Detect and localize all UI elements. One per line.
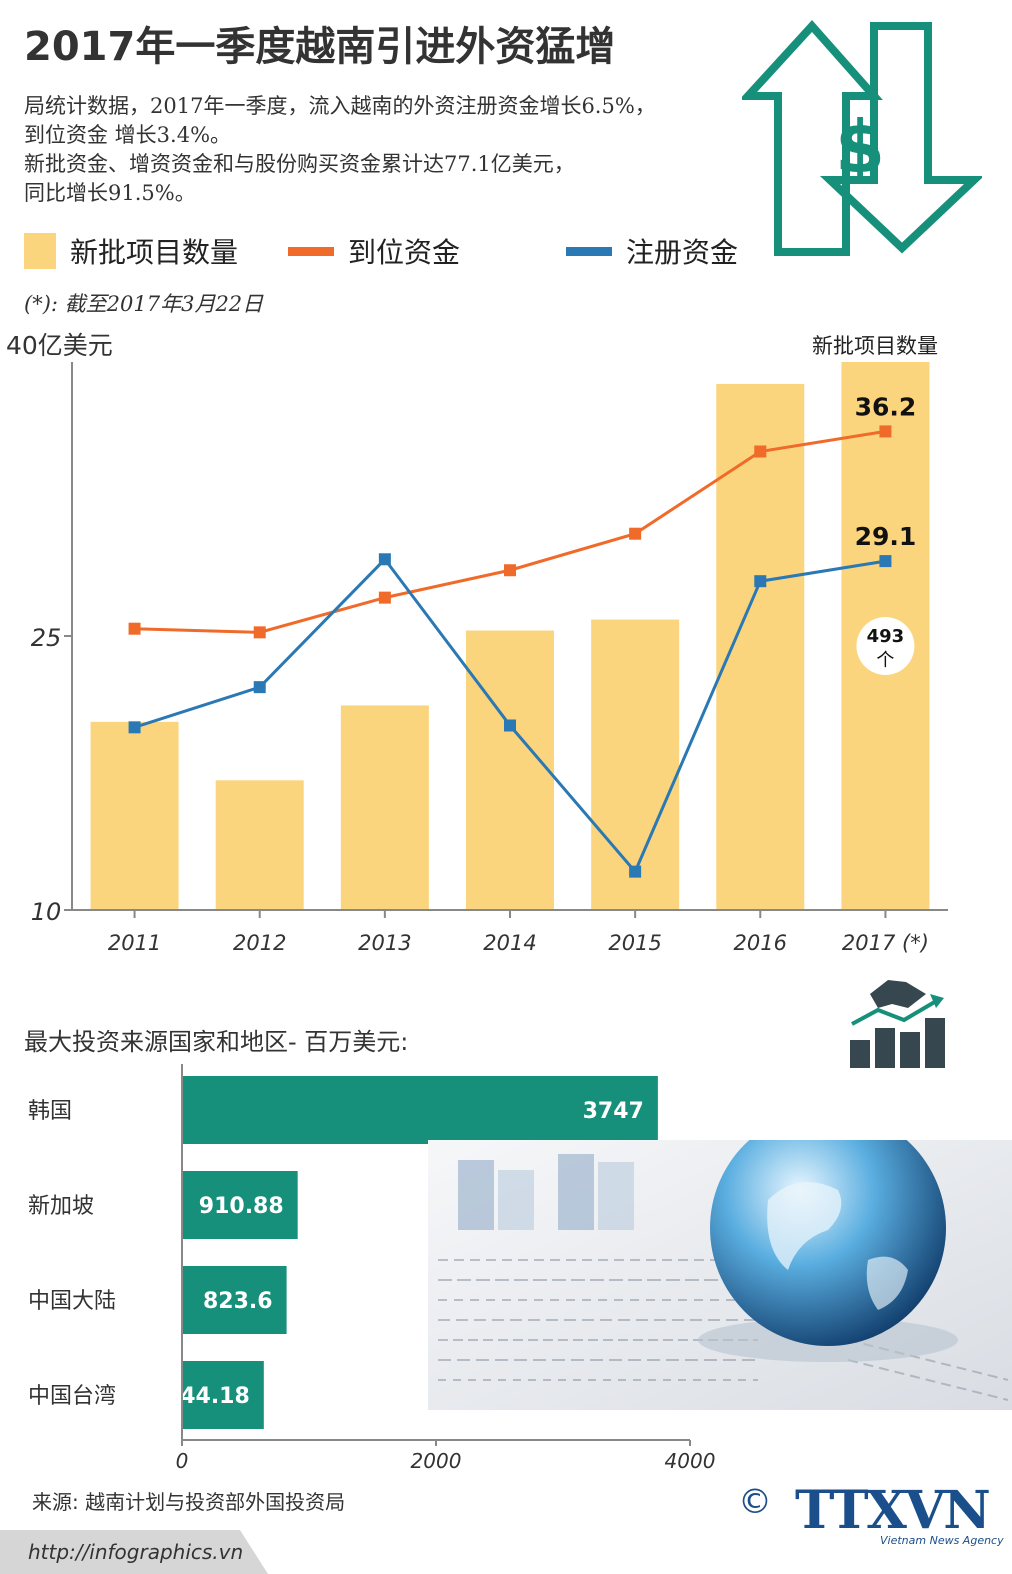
url-banner: [0, 1530, 268, 1574]
hbar: [182, 1171, 298, 1239]
horizontal-bar-chart: 3747 韩国 910.88 新加坡 823.6 中国大陆 644.18 中国台湾 0 2000 4…: [28, 1064, 716, 1473]
data-point-disbursed: [128, 622, 141, 635]
legend-swatch-line: [566, 246, 612, 256]
bar-new-projects: [340, 705, 429, 910]
data-point-disbursed: [879, 425, 892, 438]
hbar-value-label: 910.88: [199, 1194, 284, 1219]
page-title: 2017年一季度越南引进外资猛增: [24, 24, 616, 70]
hbar-value-label: 3747: [583, 1099, 644, 1124]
data-point-registered: [253, 681, 266, 694]
combo-chart: 10 25 2011 2012 2013 2014 2015 2016 2017 (*) 36.2…: [31, 362, 948, 955]
legend-item-registered: 注册资金: [566, 232, 738, 270]
data-label: 29.1: [855, 522, 917, 551]
data-point-registered: [879, 555, 892, 568]
section-title-investors: 最大投资来源国家和地区- 百万美元:: [24, 1028, 409, 1056]
badge-unit: 个: [876, 650, 894, 671]
hbar-x-tick-label: 0: [176, 1449, 189, 1473]
site-url-link[interactable]: http://infographics.vn: [28, 1540, 244, 1564]
y-tick-label: 10: [31, 898, 62, 926]
legend-label: 新批项目数量: [70, 236, 239, 269]
bar-new-projects: [215, 780, 304, 910]
footnote: (*): 截至2017年3月22日: [24, 292, 264, 316]
data-point-registered: [128, 721, 141, 734]
hbar-x-tick-label: 4000: [665, 1449, 716, 1473]
hbar: [182, 1266, 287, 1334]
legend-item-disbursed: 到位资金: [288, 232, 460, 270]
x-tick-label: 2011: [108, 931, 161, 955]
x-tick-label: 2012: [233, 931, 286, 955]
hbar-category-label: 中国台湾: [28, 1384, 116, 1409]
x-tick-label: 2013: [358, 931, 411, 955]
intro-line-1: 局统计数据，2017年一季度，流入越南的外资注册资金增长6.5%，: [24, 94, 656, 118]
handshake-growth-chart-icon: [850, 980, 945, 1068]
dollar-up-down-arrows-icon: $: [742, 20, 982, 256]
legend-label: 到位资金: [348, 236, 461, 269]
bar-new-projects: [591, 619, 680, 910]
data-point-disbursed: [629, 527, 642, 540]
data-point-disbursed: [504, 564, 516, 577]
intro-line-2: 到位资金 增长3.4%。: [24, 123, 232, 147]
y-tick-label: 25: [31, 624, 62, 652]
hbar-value-label: 823.6: [203, 1289, 273, 1314]
data-point-registered: [754, 575, 767, 588]
x-tick-label: 2014: [483, 931, 536, 955]
globe-financial-report-image: [428, 1140, 1012, 1410]
badge-value: 493: [867, 626, 905, 647]
data-point-disbursed: [253, 626, 266, 639]
copyright-icon: ©: [738, 1482, 772, 1522]
hbar-x-tick-label: 2000: [411, 1449, 462, 1473]
data-point-registered: [378, 553, 391, 566]
hbar-value-label: 644.18: [165, 1384, 250, 1409]
hbar-category-label: 韩国: [28, 1099, 72, 1124]
bar-new-projects: [90, 721, 179, 910]
legend-label: 注册资金: [626, 236, 739, 269]
hbar: [182, 1076, 658, 1144]
x-tick-label: 2015: [608, 931, 661, 955]
badge-circle: [856, 617, 915, 675]
data-point-registered: [504, 719, 516, 732]
legend-swatch-line: [288, 246, 334, 256]
data-point-disbursed: [754, 445, 767, 458]
hbar-category-label: 中国大陆: [28, 1289, 116, 1314]
x-tick-label: 2017 (*): [842, 931, 929, 955]
legend-item-new-projects: 新批项目数量: [24, 232, 238, 270]
intro-line-4: 同比增长91.5%。: [24, 181, 196, 205]
intro-line-3: 新批资金、增资资金和与股份购买资金累计达77.1亿美元，: [24, 152, 575, 176]
y-axis-unit: 40亿美元: [6, 331, 113, 360]
hbar: [182, 1361, 264, 1429]
bar-new-projects: [466, 630, 554, 910]
x-tick-label: 2016: [734, 931, 787, 955]
data-label: 36.2: [855, 392, 917, 421]
hbar-category-label: 新加坡: [28, 1194, 94, 1219]
data-point-disbursed: [378, 591, 391, 604]
agency-logo-subtitle: Vietnam News Agency: [880, 1534, 1004, 1547]
data-point-registered: [629, 865, 642, 878]
source-note: 来源: 越南计划与投资部外国投资局: [32, 1490, 346, 1514]
legend-swatch-box: [24, 233, 56, 269]
bar-series-label: 新批项目数量: [812, 334, 938, 358]
agency-logo: TTXVN: [795, 1480, 991, 1541]
svg-text:$: $: [835, 105, 885, 189]
